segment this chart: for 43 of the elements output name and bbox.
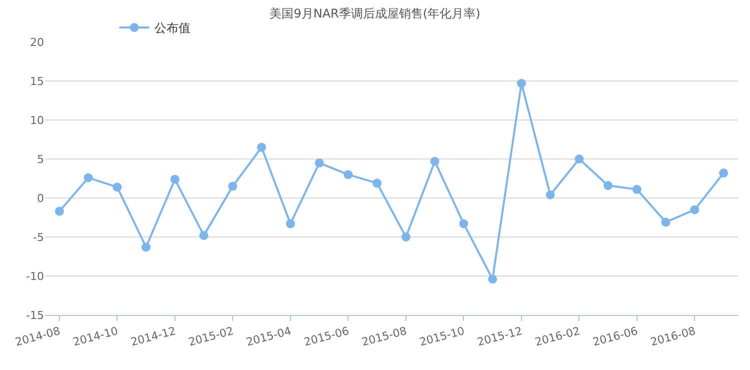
x-tick-label: 2014-10 bbox=[72, 324, 120, 349]
point bbox=[257, 142, 266, 152]
point bbox=[84, 173, 93, 182]
point bbox=[314, 158, 324, 168]
y-tick-label: -15 bbox=[26, 308, 44, 322]
point bbox=[199, 230, 208, 240]
y-tick-label: 5 bbox=[37, 152, 44, 166]
point bbox=[142, 242, 151, 252]
y-tick-label: 10 bbox=[30, 114, 44, 127]
point bbox=[604, 181, 613, 190]
chart-title: 美国9月NAR季调后成屋销售(年化月率) bbox=[270, 6, 480, 21]
y-tick-label: 15 bbox=[30, 74, 44, 88]
point bbox=[574, 154, 584, 164]
y-tick-label: 20 bbox=[30, 36, 44, 49]
point bbox=[690, 205, 700, 214]
x-tick-label: 2015-02 bbox=[187, 324, 235, 349]
x-tick-label: 2016-08 bbox=[649, 324, 697, 349]
point bbox=[516, 78, 526, 88]
point bbox=[546, 190, 555, 200]
x-tick-label: 2015-08 bbox=[360, 324, 408, 349]
point bbox=[112, 182, 122, 192]
point bbox=[54, 206, 64, 216]
point bbox=[430, 156, 440, 166]
point bbox=[632, 184, 642, 194]
x-tick-label: 2016-02 bbox=[534, 324, 582, 349]
x-tick-label: 2015-10 bbox=[418, 324, 466, 349]
point bbox=[488, 274, 498, 284]
point bbox=[344, 170, 353, 180]
y-tick-label: -5 bbox=[33, 230, 44, 244]
point bbox=[372, 178, 382, 188]
point bbox=[170, 174, 180, 184]
y-tick-label: -10 bbox=[26, 270, 44, 283]
x-tick-label: 2014-12 bbox=[129, 324, 178, 349]
legend-label: 公布值 bbox=[154, 21, 190, 36]
point bbox=[719, 168, 728, 178]
y-tick-label: 0 bbox=[37, 192, 44, 205]
point bbox=[401, 232, 410, 242]
point bbox=[286, 219, 295, 228]
x-tick-label: 2015-12 bbox=[476, 324, 524, 349]
point bbox=[661, 218, 670, 227]
point bbox=[228, 182, 238, 191]
point bbox=[459, 219, 468, 228]
x-tick-label: 2014-08 bbox=[14, 324, 62, 349]
